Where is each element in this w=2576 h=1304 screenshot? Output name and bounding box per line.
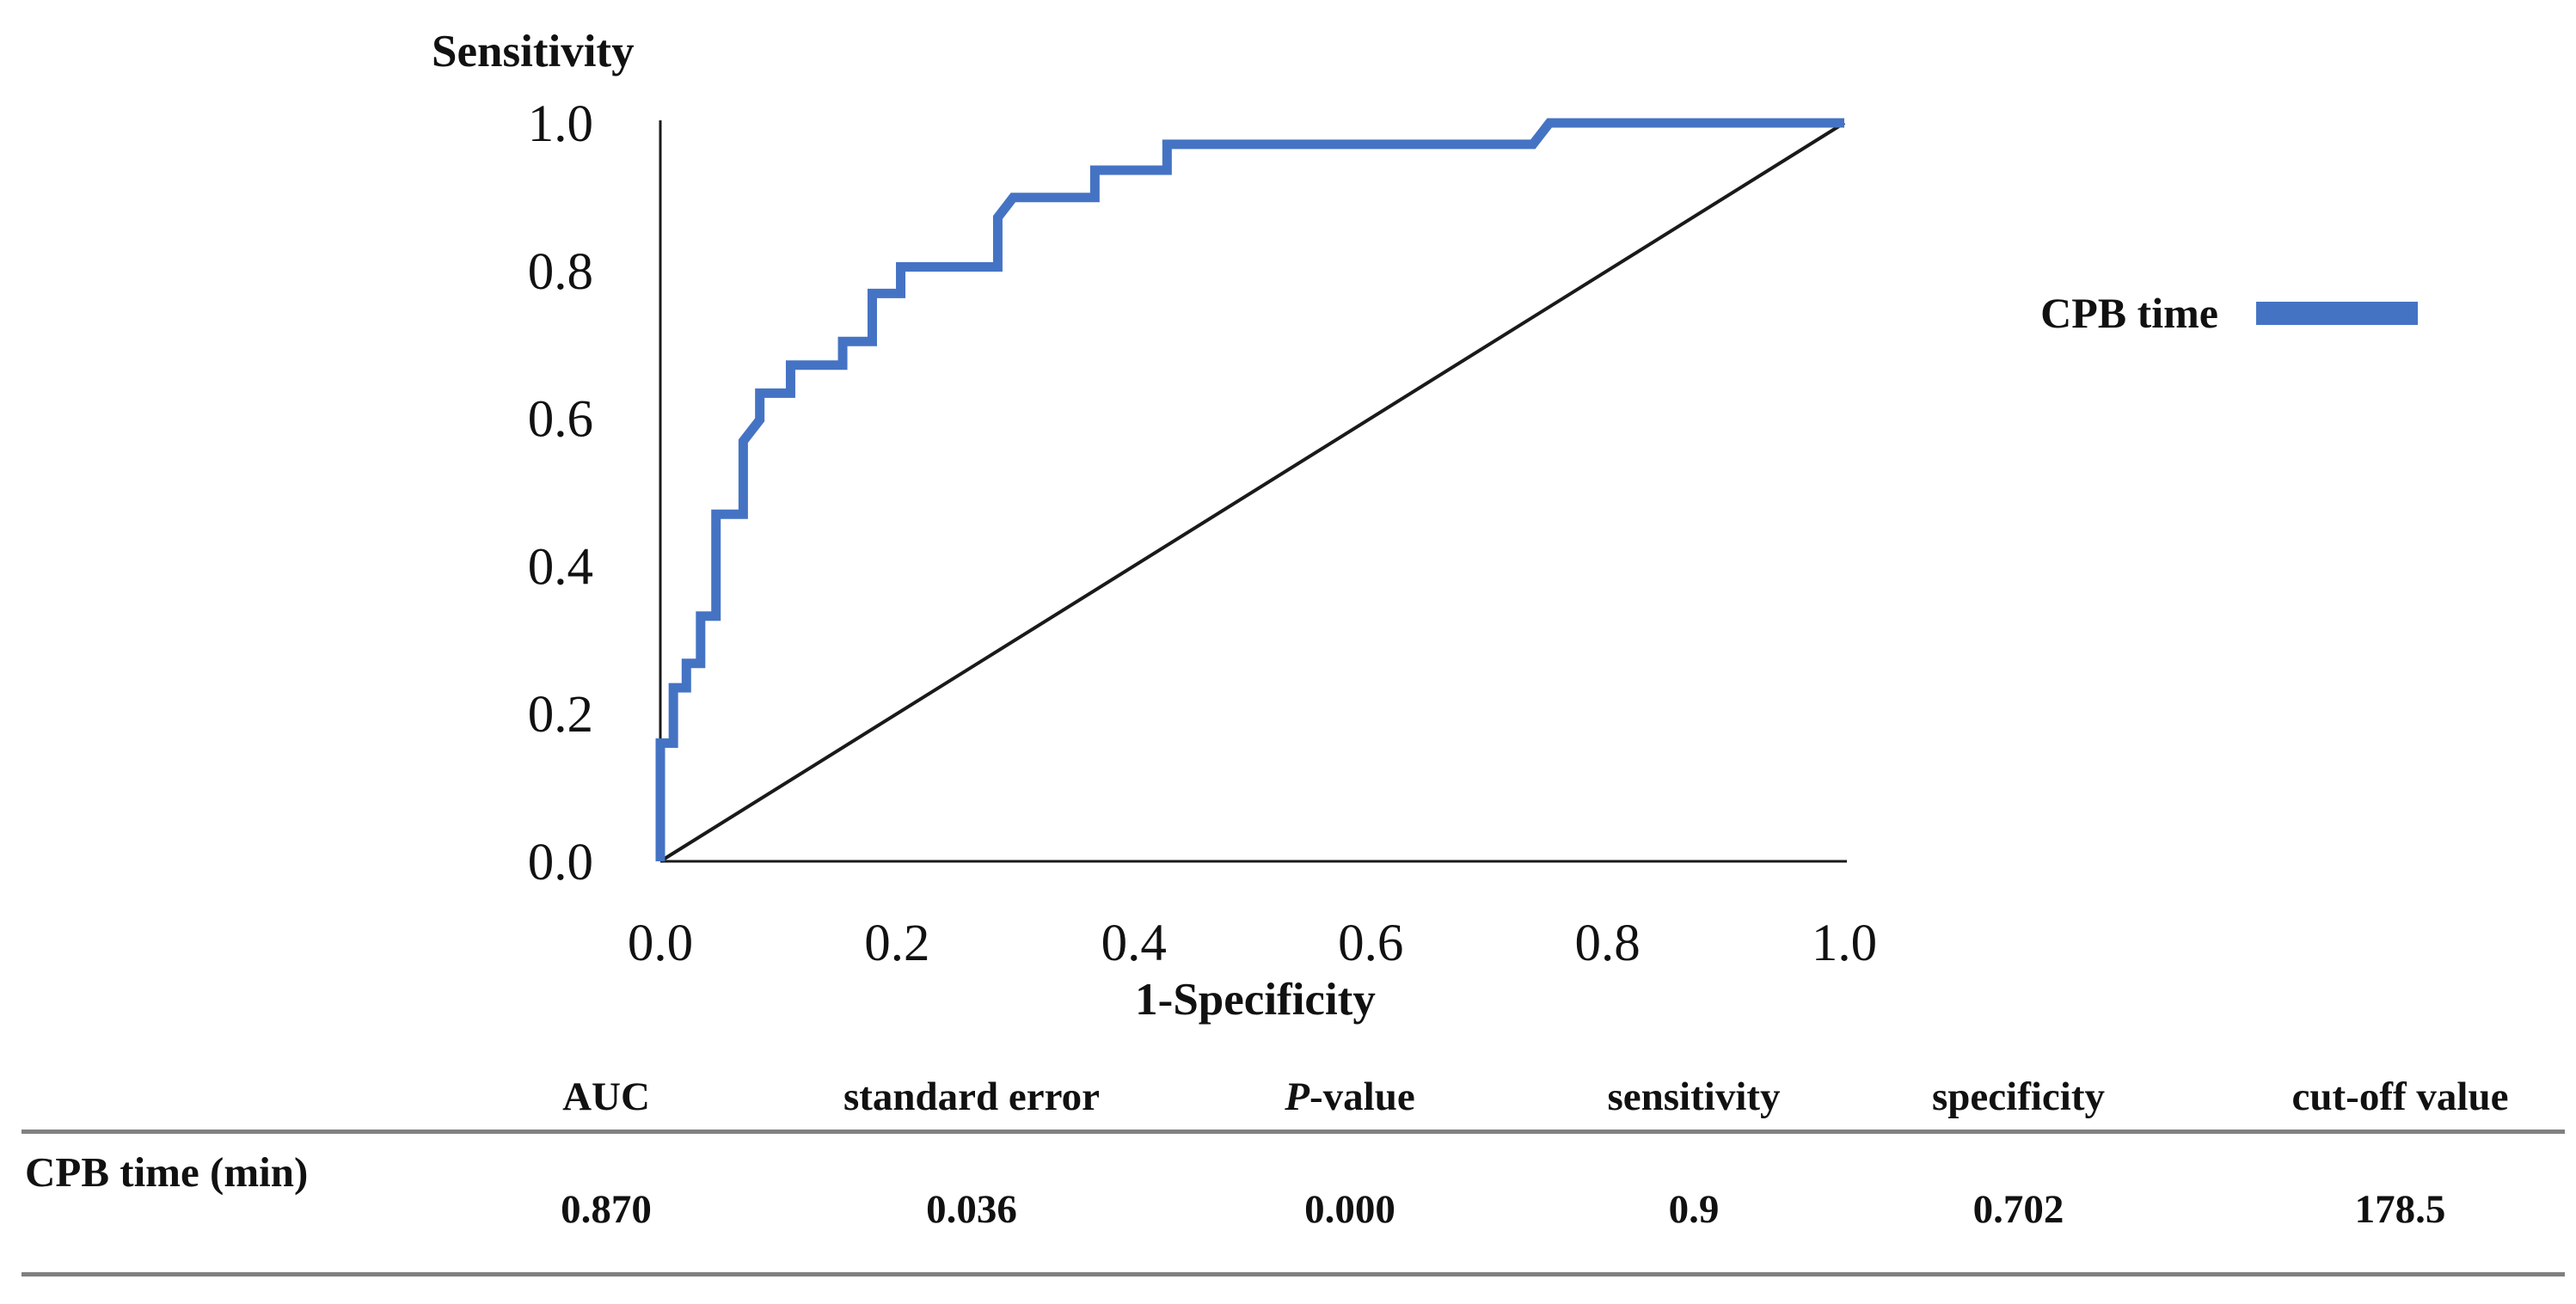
col-header-auc: AUC xyxy=(383,1064,830,1134)
reference-diagonal-line xyxy=(659,121,1846,863)
x-tick-label: 1.0 xyxy=(1812,915,1877,972)
cell-sensitivity: 0.9 xyxy=(1586,1131,1801,1276)
col-header-specificity: specificity xyxy=(1801,1064,2236,1134)
roc-chart: Sensitivity 1-Specificity 0.0 0.2 0.4 0.6 0.… xyxy=(432,27,2418,1025)
col-header-p-value: P-value xyxy=(1113,1064,1586,1134)
y-axis-title: Sensitivity xyxy=(432,27,635,77)
y-tick-label: 0.4 xyxy=(528,538,593,596)
col-header-cutoff-value: cut-off value xyxy=(2236,1064,2565,1134)
col-header-empty xyxy=(21,1064,383,1134)
x-tick-label: 0.0 xyxy=(628,915,693,972)
cell-standard-error: 0.036 xyxy=(830,1131,1113,1276)
legend-label: CPB time xyxy=(2040,289,2218,337)
table-header-row: AUC standard error P-value sensitivity s… xyxy=(21,1064,2565,1134)
y-tick-label: 0.8 xyxy=(528,243,593,301)
x-tick-label: 0.8 xyxy=(1574,915,1640,972)
row-label-cpb-time: CPB time (min) xyxy=(21,1131,383,1276)
p-value-italic-p: P xyxy=(1285,1074,1309,1119)
y-tick-label: 0.0 xyxy=(528,834,593,891)
legend: CPB time xyxy=(2040,289,2418,337)
col-header-standard-error: standard error xyxy=(830,1064,1113,1134)
roc-curve-line xyxy=(655,118,1844,861)
p-value-rest: -value xyxy=(1309,1074,1415,1119)
col-header-sensitivity: sensitivity xyxy=(1586,1064,1801,1134)
x-tick-label: 0.2 xyxy=(864,915,929,972)
cell-p-value: 0.000 xyxy=(1113,1131,1586,1276)
x-tick-label: 0.6 xyxy=(1338,915,1403,972)
y-tick-label: 0.2 xyxy=(528,686,593,744)
table-row: CPB time (min) 0.870 0.036 0.000 0.9 0.7… xyxy=(21,1131,2565,1276)
roc-statistics-table: AUC standard error P-value sensitivity s… xyxy=(21,1064,2565,1276)
y-tick-label: 0.6 xyxy=(528,391,593,449)
y-tick-label: 1.0 xyxy=(528,95,593,153)
cell-specificity: 0.702 xyxy=(1801,1131,2236,1276)
plot-area: 0.0 0.2 0.4 0.6 0.8 1.0 0.0 0.2 0.4 0.6 0.8 1.0 xyxy=(528,95,1877,972)
x-tick-label: 0.4 xyxy=(1101,915,1167,972)
x-axis-title: 1-Specificity xyxy=(1135,975,1376,1025)
cell-auc: 0.870 xyxy=(383,1131,830,1276)
cell-cutoff-value: 178.5 xyxy=(2236,1131,2565,1276)
legend-line-swatch xyxy=(2256,302,2418,325)
